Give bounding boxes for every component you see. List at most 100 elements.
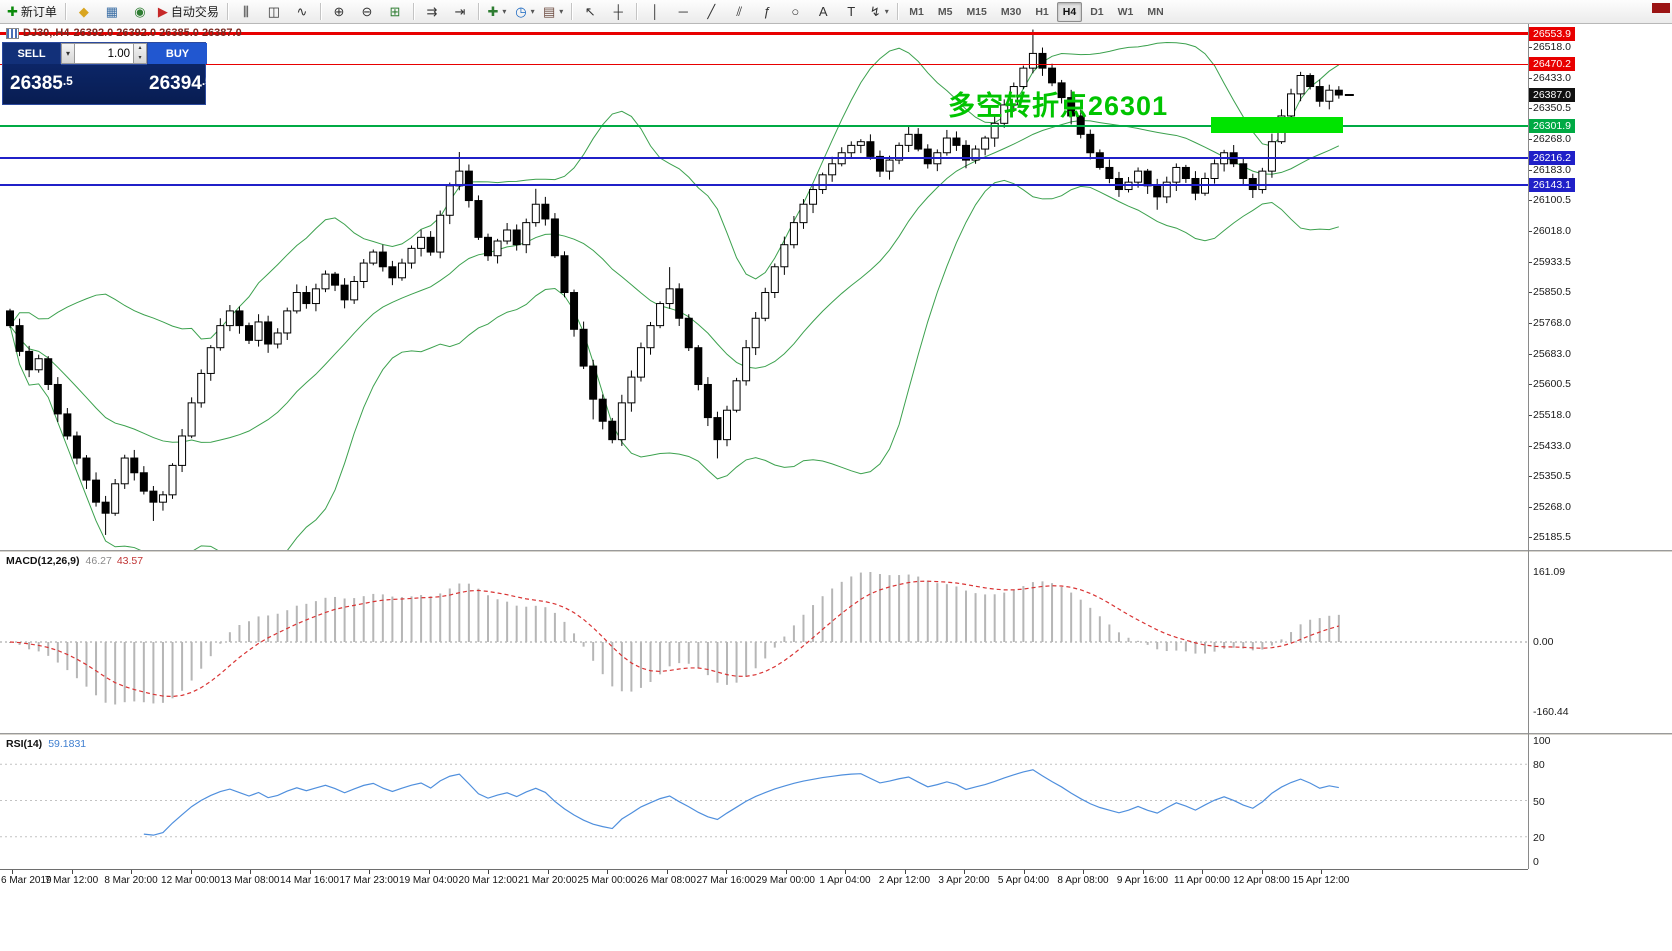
indicators-icon: ✚ (487, 3, 499, 19)
sell-button[interactable]: SELL (3, 43, 61, 64)
channel-button[interactable]: ⫽ (725, 1, 753, 23)
price-scale-tick-mark (1529, 414, 1532, 416)
periods-icon: ◷ (515, 3, 527, 19)
time-axis[interactable]: 6 Mar 2019 7 Mar 12:00 8 Mar 20:00 12 Mar 0… (0, 869, 1528, 891)
timeframe-h4[interactable]: H4 (1056, 1, 1083, 22)
toolbar-separator (64, 3, 66, 20)
new-order-button[interactable]: ✚ 新订单 (3, 1, 61, 23)
time-label: 27 Mar 16:00 (696, 875, 756, 886)
price-scale-tick-label: 26183.0 (1533, 164, 1571, 177)
time-tick (1321, 870, 1322, 874)
arrows-button[interactable]: ↯ ▾ (865, 1, 893, 23)
timeframe-m1[interactable]: M1 (909, 5, 924, 18)
metaeditor-button[interactable]: ◆ (70, 1, 98, 23)
price-scale-tick-mark (1529, 170, 1532, 172)
periods-button[interactable]: ◷ ▾ (511, 1, 539, 23)
chart-bars-button[interactable]: ⫼ (232, 1, 260, 23)
volume-spinner[interactable]: ▴ ▾ (134, 43, 147, 64)
horizontal-line-button[interactable]: ─ (669, 1, 697, 23)
text-button[interactable]: A (809, 1, 837, 23)
highlight-rectangle[interactable] (1210, 117, 1343, 133)
fibonacci-button[interactable]: ƒ (753, 1, 781, 23)
volume-dropdown-arrow[interactable]: ▾ (61, 43, 75, 64)
rsi-panel-canvas[interactable] (0, 736, 1528, 868)
price-scale-tick-label: 25933.5 (1533, 255, 1571, 268)
toolbar-separator (319, 3, 321, 20)
price-level-line[interactable] (0, 156, 1528, 159)
templates-button[interactable]: ▤ ▾ (539, 1, 567, 23)
volume-input[interactable] (75, 43, 134, 64)
tile-windows-button[interactable]: ⊞ (381, 1, 409, 23)
timeframe-mn[interactable]: MN (1147, 5, 1164, 18)
cursor-button[interactable]: ↖ (576, 1, 604, 23)
timeframe-d1[interactable]: D1 (1090, 5, 1104, 18)
terminal-icon: ▦ (105, 3, 119, 19)
shapes-icon: ○ (791, 3, 800, 19)
buy-price[interactable]: 26394.5 (149, 73, 212, 94)
zoom-out-button[interactable]: ⊖ (353, 1, 381, 23)
time-tick (131, 870, 132, 874)
timeframe-w1[interactable]: W1 (1117, 5, 1134, 18)
top-right-marker (1652, 3, 1670, 13)
toolbar-separator (897, 3, 899, 20)
price-scale-border (1528, 24, 1529, 869)
price-level-label: 26216.2 (1529, 150, 1575, 165)
time-label: 17 Mar 23:00 (339, 875, 399, 886)
time-label: 1 Apr 04:00 (819, 875, 871, 886)
time-label: 11 Apr 00:00 (1174, 875, 1230, 886)
macd-scale-label: -160.44 (1533, 706, 1569, 718)
time-label: 20 Mar 12:00 (458, 875, 518, 886)
label-button[interactable]: T (837, 1, 865, 23)
terminal-button[interactable]: ▦ (98, 1, 126, 23)
indicators-button[interactable]: ✚ ▾ (483, 1, 511, 23)
chart-candles-button[interactable]: ◫ (260, 1, 288, 23)
spinner-down-icon[interactable]: ▾ (138, 54, 142, 61)
shapes-button[interactable]: ○ (781, 1, 809, 23)
time-label: 21 Mar 20:00 (518, 875, 577, 886)
time-label: 19 Mar 04:00 (399, 875, 458, 886)
price-level-line[interactable] (0, 125, 1528, 128)
indicators-dropdown-arrow[interactable]: ▾ (502, 7, 507, 16)
time-label: 6 Mar 2019 (1, 875, 52, 886)
chart-shift-button[interactable]: ⇥ (446, 1, 474, 23)
price-level-line[interactable] (0, 32, 1528, 36)
trendline-button[interactable]: ╱ (697, 1, 725, 23)
time-tick (250, 870, 251, 874)
strategy-tester-icon: ◉ (134, 3, 146, 19)
arrows-dropdown-arrow[interactable]: ▾ (884, 7, 889, 16)
price-chart-canvas[interactable] (0, 24, 1528, 550)
time-tick (1261, 870, 1263, 874)
sell-price[interactable]: 26385.5 (10, 73, 73, 94)
timeframe-h1[interactable]: H1 (1035, 5, 1049, 18)
turning-point-annotation[interactable]: 多空转折点26301 (948, 91, 1169, 121)
price-level-line[interactable] (0, 183, 1528, 186)
vertical-line-button[interactable]: │ (641, 1, 669, 23)
price-level-label: 26470.2 (1529, 57, 1575, 72)
timeframe-m15[interactable]: M15 (966, 5, 987, 18)
auto-scroll-button[interactable]: ⇉ (418, 1, 446, 23)
trendline-icon: ╱ (707, 3, 716, 19)
price-level-line[interactable] (0, 63, 1528, 65)
autotrading-button-label: 自动交易 (170, 5, 219, 19)
macd-panel-canvas[interactable] (0, 553, 1528, 733)
spinner-up-icon[interactable]: ▴ (138, 45, 142, 51)
time-tick (71, 870, 73, 874)
autotrading-button[interactable]: ▶ 自动交易 (154, 1, 223, 23)
zoom-in-button[interactable]: ⊕ (325, 1, 353, 23)
crosshair-button[interactable]: ┼ (604, 1, 632, 23)
time-tick (12, 870, 13, 874)
periods-dropdown-arrow[interactable]: ▾ (530, 7, 535, 16)
rsi-splitter[interactable] (0, 733, 1672, 736)
time-label: 25 Mar 00:00 (577, 875, 637, 886)
price-scale-tick-label: 25518.0 (1533, 408, 1571, 421)
time-tick (369, 870, 370, 874)
timeframe-m30[interactable]: M30 (1000, 5, 1022, 18)
buy-button[interactable]: BUY (147, 43, 207, 64)
strategy-tester-button[interactable]: ◉ (126, 1, 154, 23)
new-order-button-label: 新订单 (20, 5, 57, 19)
chart-line-button[interactable]: ∿ (288, 1, 316, 23)
templates-dropdown-arrow[interactable]: ▾ (559, 7, 564, 16)
macd-splitter[interactable] (0, 550, 1672, 553)
timeframe-m5[interactable]: M5 (937, 5, 953, 18)
time-tick (726, 870, 727, 874)
